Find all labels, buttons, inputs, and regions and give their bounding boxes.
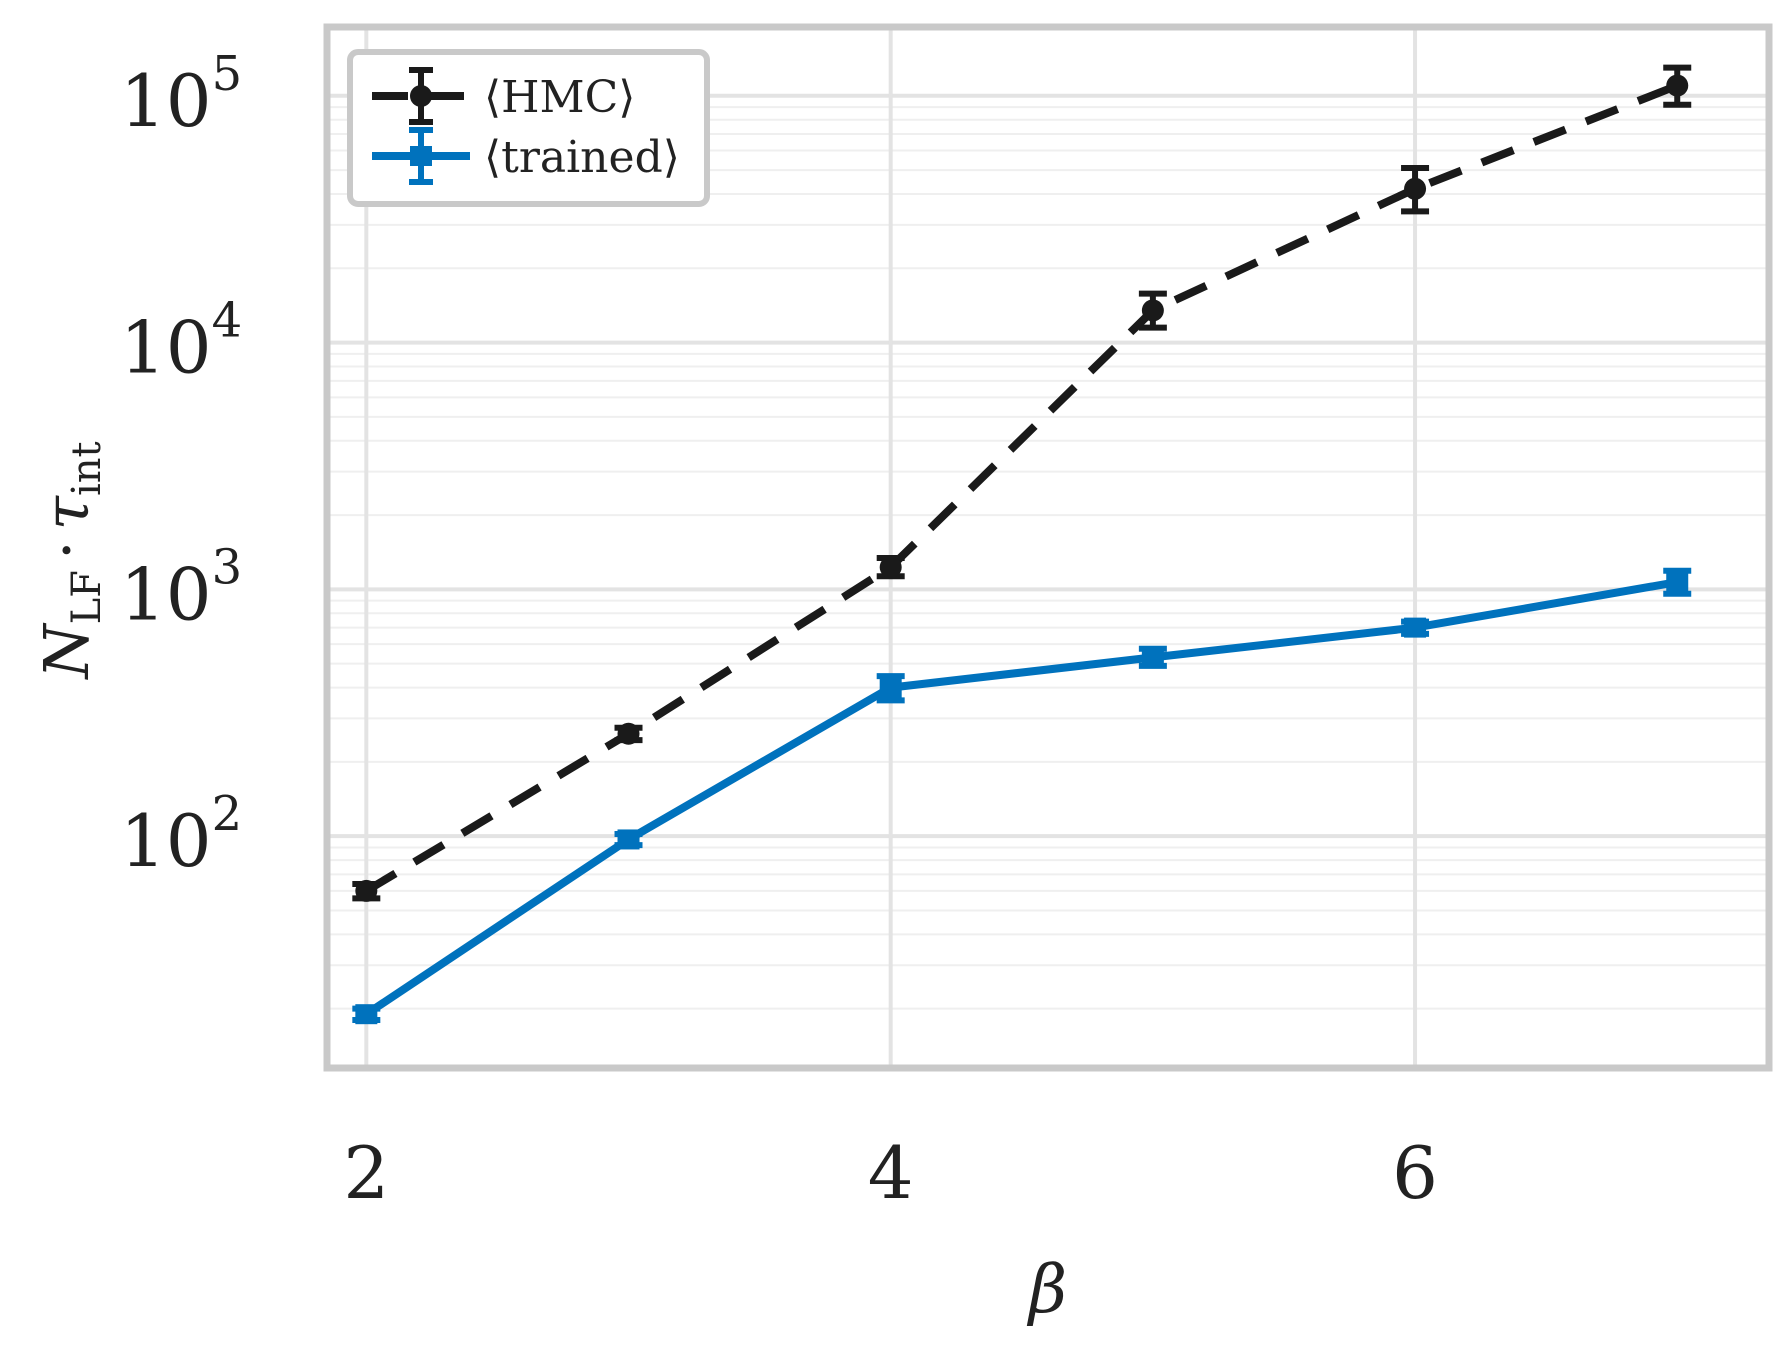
x-axis-title: β xyxy=(1026,1251,1067,1328)
x-tick-label: 6 xyxy=(1392,1131,1438,1215)
y-axis-title: NLF · τint xyxy=(30,441,110,680)
data-point xyxy=(1404,617,1427,638)
y-tick-exponent: 5 xyxy=(212,46,243,102)
data-point xyxy=(355,1004,378,1025)
y-tick-exponent: 2 xyxy=(212,786,243,842)
y-axis-title-tau-sub: int xyxy=(64,441,110,496)
y-axis-title-tau: τ xyxy=(30,494,103,530)
x-tick-label: 2 xyxy=(343,1131,389,1215)
y-axis-title-n: N xyxy=(30,622,103,681)
series-line xyxy=(364,81,1679,895)
y-tick-label: 102 xyxy=(120,786,242,883)
data-point xyxy=(1666,572,1689,593)
x-tick-label: 4 xyxy=(868,1131,914,1215)
plot-frame xyxy=(323,23,1773,1072)
data-point xyxy=(1141,647,1164,668)
legend-label: ⟨HMC⟩ xyxy=(484,72,635,123)
data-point xyxy=(617,829,640,850)
y-tick-label: 105 xyxy=(120,46,242,143)
series-layer xyxy=(352,64,1692,1025)
data-point xyxy=(879,677,902,698)
y-tick-exponent: 3 xyxy=(212,539,243,595)
legend-marker xyxy=(410,85,432,107)
y-axis-title-dot: · xyxy=(30,540,103,560)
y-tick-label: 103 xyxy=(120,539,242,636)
legend-item: ⟨trained⟩ xyxy=(372,127,680,185)
legend: ⟨HMC⟩ ⟨trained⟩ xyxy=(347,49,710,207)
y-tick-label: 104 xyxy=(120,293,242,390)
legend-label: ⟨trained⟩ xyxy=(484,132,680,183)
y-tick-exponent: 4 xyxy=(212,293,243,349)
series-hmc xyxy=(352,64,1692,902)
data-point xyxy=(617,722,640,745)
y-axis-title-n-sub: LF xyxy=(64,570,110,624)
y-tick-base: 10 xyxy=(120,552,212,636)
data-point xyxy=(355,879,378,902)
series-trained xyxy=(352,567,1692,1025)
grid xyxy=(327,27,1769,1068)
legend-item: ⟨HMC⟩ xyxy=(372,67,635,125)
y-tick-base: 10 xyxy=(120,59,212,143)
data-point xyxy=(1141,299,1164,322)
legend-marker xyxy=(410,146,432,166)
y-tick-base: 10 xyxy=(120,799,212,883)
y-tick-base: 10 xyxy=(120,306,212,390)
data-point xyxy=(1404,177,1427,200)
data-point xyxy=(1666,74,1689,97)
series-line xyxy=(364,578,1678,1018)
data-point xyxy=(879,556,902,579)
legend-box xyxy=(347,49,710,207)
